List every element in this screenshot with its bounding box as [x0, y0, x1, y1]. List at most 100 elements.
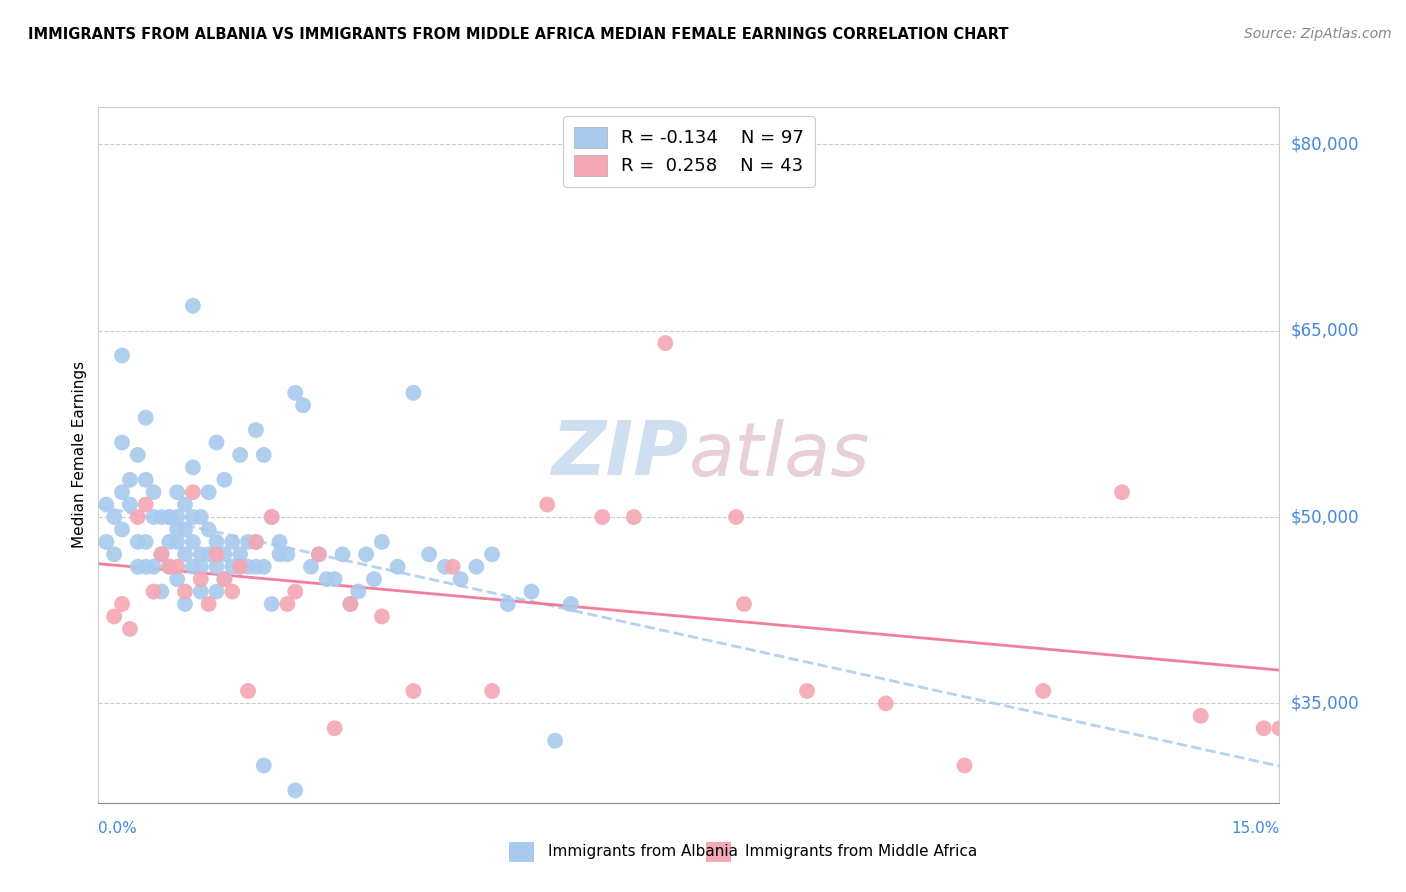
Point [135, 498, 157, 512]
Point [135, 410, 157, 425]
Point [214, 473, 236, 487]
Point [181, 510, 204, 524]
Point [332, 547, 354, 561]
Point [197, 485, 219, 500]
Point [142, 584, 165, 599]
Point [205, 559, 228, 574]
Point [111, 435, 134, 450]
Point [260, 597, 283, 611]
Text: $50,000: $50,000 [1291, 508, 1360, 526]
Point [214, 547, 236, 561]
Point [181, 534, 204, 549]
Point [299, 559, 322, 574]
Text: $35,000: $35,000 [1291, 694, 1360, 713]
Point [181, 460, 204, 475]
Point [371, 609, 394, 624]
Y-axis label: Median Female Earnings: Median Female Earnings [72, 361, 87, 549]
Point [450, 572, 472, 586]
Point [560, 597, 582, 611]
Point [387, 559, 409, 574]
Point [142, 485, 165, 500]
Point [253, 758, 276, 772]
Point [127, 534, 149, 549]
Point [181, 299, 204, 313]
Point [236, 684, 259, 698]
Point [166, 485, 188, 500]
Point [190, 559, 212, 574]
Point [166, 559, 188, 574]
Point [190, 547, 212, 561]
Point [354, 547, 377, 561]
Point [245, 534, 267, 549]
Point [536, 498, 558, 512]
Point [111, 349, 134, 363]
Point [150, 547, 173, 561]
Point [157, 510, 180, 524]
Point [371, 534, 394, 549]
Point [1268, 721, 1291, 735]
Point [433, 559, 456, 574]
Point [308, 547, 330, 561]
Point [127, 510, 149, 524]
Point [269, 547, 291, 561]
Point [96, 498, 118, 512]
Text: $80,000: $80,000 [1291, 136, 1360, 153]
Point [214, 572, 236, 586]
Point [339, 597, 361, 611]
Point [875, 697, 897, 711]
Point [190, 584, 212, 599]
Point [402, 684, 425, 698]
Point [205, 435, 228, 450]
Text: 15.0%: 15.0% [1232, 822, 1279, 837]
Point [260, 510, 283, 524]
Point [544, 733, 567, 747]
Point [623, 510, 645, 524]
Point [150, 584, 173, 599]
Point [181, 485, 204, 500]
Point [481, 547, 503, 561]
Point [166, 523, 188, 537]
Point [166, 534, 188, 549]
Point [166, 510, 188, 524]
Point [733, 597, 755, 611]
Point [157, 559, 180, 574]
Point [520, 584, 543, 599]
Point [347, 584, 370, 599]
Point [174, 584, 197, 599]
Point [953, 758, 976, 772]
Point [245, 534, 267, 549]
Point [323, 721, 346, 735]
Point [796, 684, 818, 698]
Point [284, 584, 307, 599]
Point [205, 547, 228, 561]
Point [245, 559, 267, 574]
Point [284, 385, 307, 400]
Point [103, 510, 125, 524]
Point [142, 510, 165, 524]
Point [157, 510, 180, 524]
Point [103, 547, 125, 561]
Point [197, 547, 219, 561]
Point [150, 510, 173, 524]
Point [205, 584, 228, 599]
Text: Source: ZipAtlas.com: Source: ZipAtlas.com [1244, 27, 1392, 41]
Point [157, 559, 180, 574]
Point [135, 534, 157, 549]
Point [174, 498, 197, 512]
Point [166, 572, 188, 586]
Point [323, 572, 346, 586]
Text: ZIP: ZIP [551, 418, 689, 491]
Point [402, 385, 425, 400]
Text: atlas: atlas [689, 419, 870, 491]
Point [174, 597, 197, 611]
Point [253, 559, 276, 574]
Point [308, 547, 330, 561]
Point [221, 584, 243, 599]
Point [229, 547, 252, 561]
Point [339, 597, 361, 611]
Point [481, 684, 503, 698]
Point [103, 609, 125, 624]
Point [229, 559, 252, 574]
Point [118, 622, 141, 636]
Point [118, 498, 141, 512]
